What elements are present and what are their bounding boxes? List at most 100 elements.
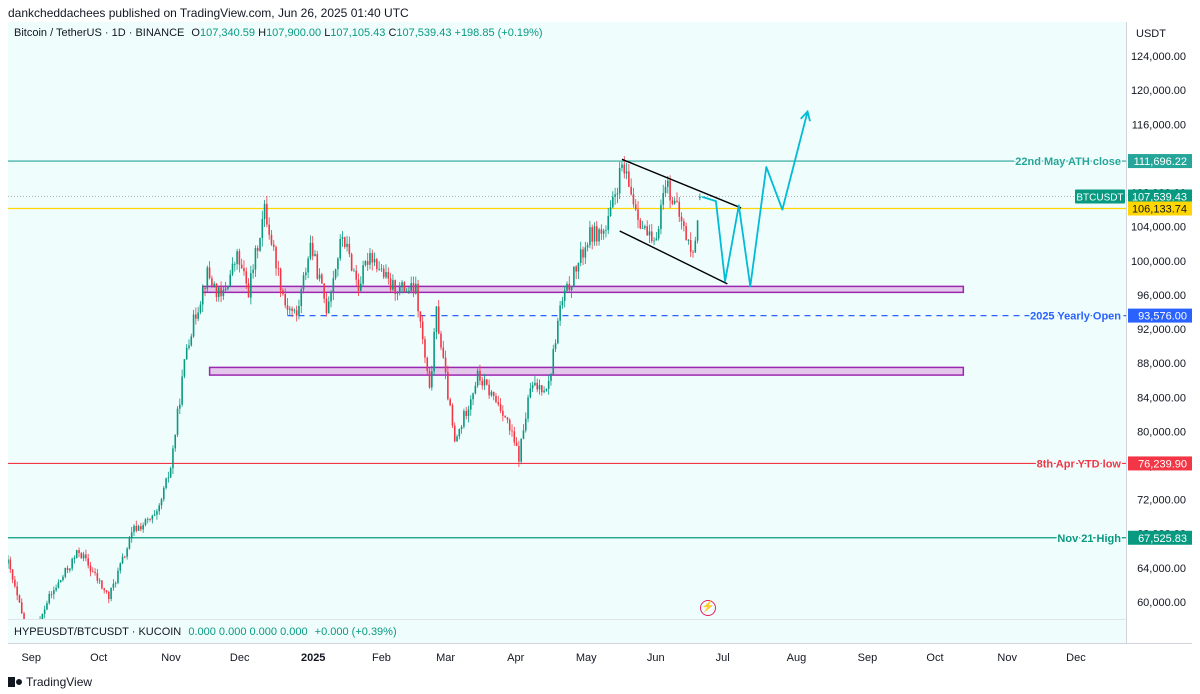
close-label: C	[388, 27, 397, 39]
candle	[162, 486, 165, 502]
candle	[605, 225, 607, 238]
candle	[369, 247, 371, 270]
candle	[667, 175, 669, 194]
candle	[527, 394, 529, 423]
projection-polyline[interactable]	[701, 111, 809, 288]
candle	[43, 605, 46, 619]
candle	[71, 557, 73, 571]
price-tick-label: 80,000.00	[1137, 426, 1186, 438]
candle	[87, 553, 89, 569]
support-zone-0[interactable]	[201, 285, 965, 294]
candle	[696, 220, 699, 244]
candle	[231, 257, 234, 277]
level-label-3: Nov 21 High	[1057, 533, 1121, 545]
candle	[197, 306, 199, 322]
candle	[380, 263, 383, 272]
candle	[561, 296, 564, 309]
indicator-change: +0.000 (+0.39%)	[314, 626, 397, 638]
flash-icon[interactable]: ⚡	[700, 600, 716, 616]
candle	[59, 579, 62, 583]
candle	[694, 236, 697, 254]
candle	[48, 590, 51, 605]
candle	[424, 336, 426, 364]
candle	[671, 196, 674, 206]
candle	[110, 587, 112, 602]
candle	[469, 395, 472, 416]
candle	[593, 222, 596, 246]
candle	[307, 256, 309, 279]
candle	[479, 364, 481, 386]
candle	[451, 403, 454, 428]
level-price-box-2-bg	[1128, 456, 1192, 471]
candle	[75, 549, 78, 559]
candle	[98, 578, 101, 584]
candle	[50, 591, 53, 599]
time-tick-label: Mar	[436, 652, 455, 664]
candle	[634, 199, 637, 212]
candle	[444, 350, 447, 380]
candle	[357, 273, 360, 296]
symbol-tag-bg	[1075, 189, 1125, 204]
tradingview-logo-icon	[8, 677, 22, 687]
candle	[428, 367, 431, 389]
candle	[140, 522, 142, 532]
candle	[458, 428, 461, 440]
candle	[256, 245, 259, 259]
channel-line-0[interactable]	[621, 158, 742, 209]
indicator-legend: HYPEUSDT/BTCUSDT · KUCOIN 0.000 0.000 0.…	[14, 626, 397, 638]
candle	[650, 223, 653, 244]
candle	[291, 306, 293, 318]
level-price-box-0: 111,696.22	[1134, 156, 1187, 168]
candle	[119, 562, 122, 574]
candle	[348, 236, 351, 258]
candle	[618, 161, 621, 200]
candle	[234, 261, 236, 272]
candle	[156, 509, 158, 520]
candle	[11, 569, 14, 584]
candle	[621, 161, 623, 172]
candle	[9, 556, 12, 574]
price-axis[interactable]: 60,000.0064,000.0068,000.0072,000.0076,0…	[1126, 22, 1192, 643]
price-chart[interactable]: 22nd May ATH close 2025 Yearly Open 8th Ap…	[8, 22, 1126, 619]
support-zone-1[interactable]	[208, 366, 965, 376]
time-axis[interactable]: Sep Oct Nov Dec 2025 Feb Mar Apr May Jun Jul Aug Sep…	[8, 643, 1192, 668]
time-tick-label: Oct	[90, 652, 107, 664]
candle	[330, 290, 332, 308]
candle	[664, 179, 667, 198]
candle	[325, 292, 328, 317]
time-tick-label: Oct	[926, 652, 943, 664]
level-price-box-1: 93,576.00	[1138, 311, 1187, 323]
horizontal-levels	[8, 160, 1126, 539]
candle	[447, 365, 449, 401]
candle	[385, 264, 387, 279]
candle	[206, 265, 209, 293]
candle	[321, 272, 323, 284]
candle	[41, 613, 44, 619]
candle	[463, 408, 465, 429]
candle	[676, 192, 678, 203]
time-tick-label: 2025	[301, 652, 325, 664]
candle	[105, 589, 108, 594]
channel-line-1[interactable]	[619, 230, 728, 285]
candle	[396, 291, 399, 301]
footer-brand[interactable]: TradingView	[26, 675, 93, 689]
candle	[20, 598, 23, 615]
projection-arrowhead	[800, 109, 811, 122]
candle	[208, 261, 211, 280]
current-price-box-bg	[1128, 189, 1192, 204]
candle	[486, 378, 488, 386]
candle	[387, 267, 390, 285]
indicator-pane[interactable]	[8, 619, 1126, 643]
candle	[662, 184, 665, 210]
candle	[167, 471, 170, 483]
price-pane[interactable]: 22nd May ATH close 2025 Yearly Open 8th Ap…	[8, 22, 1126, 619]
candle	[476, 368, 479, 388]
candle	[483, 373, 486, 390]
reference-price-box: 106,133.74	[1132, 203, 1187, 215]
time-tick-label: Jun	[647, 652, 665, 664]
low-value: 107,105.43	[330, 27, 386, 39]
candle	[64, 567, 67, 579]
candle	[14, 576, 16, 588]
time-tick-label: Jul	[716, 652, 730, 664]
price-tick-label: 96,000.00	[1137, 290, 1186, 302]
